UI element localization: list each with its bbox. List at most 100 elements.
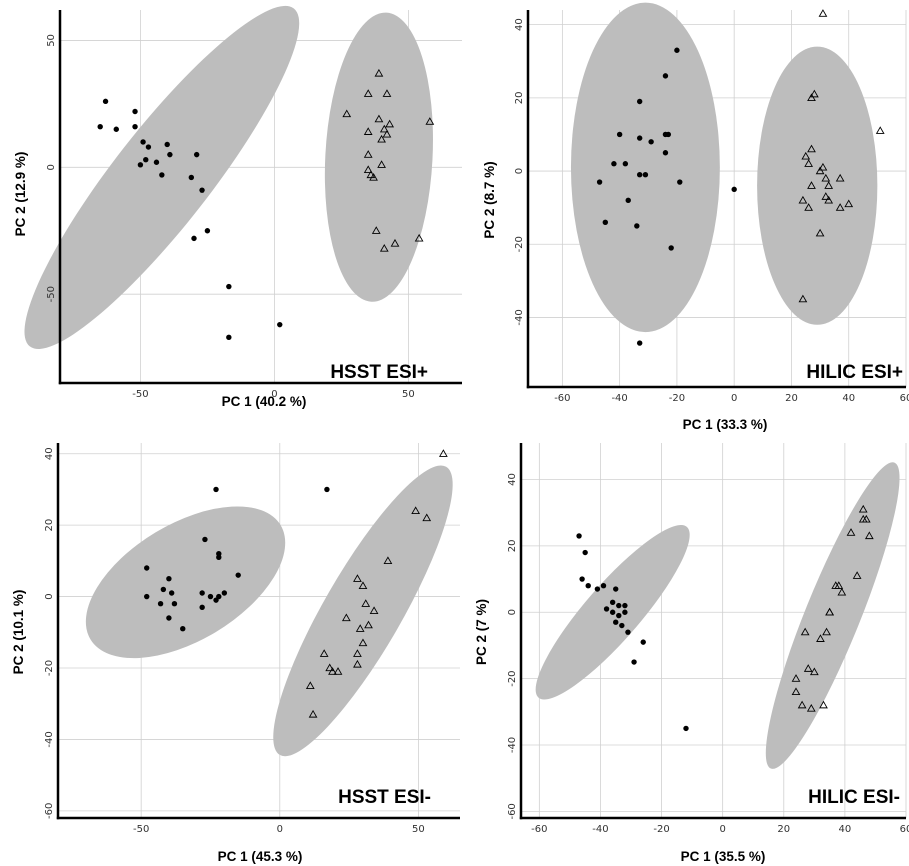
data-point-triangle: [333, 667, 343, 675]
data-point-triangle: [374, 114, 384, 123]
data-point-circle: [153, 159, 160, 165]
data-point-circle: [631, 659, 637, 665]
confidence-ellipse: [324, 12, 433, 302]
confidence-ellipse: [570, 2, 720, 333]
data-point-circle: [132, 124, 138, 130]
data-point-circle: [207, 593, 214, 600]
data-point-circle: [102, 98, 109, 105]
x-tick-label: 40: [842, 393, 855, 404]
data-point-triangle: [803, 664, 813, 672]
data-point-circle: [616, 602, 622, 609]
data-point-circle: [611, 161, 617, 167]
data-point-triangle: [358, 638, 368, 647]
data-point-circle: [596, 179, 603, 185]
data-point-triangle: [807, 144, 816, 153]
data-point-triangle: [383, 556, 393, 565]
x-tick-label: 0: [277, 824, 283, 835]
data-point-circle: [168, 590, 175, 596]
pca-panel-hsst-esi-neg: -50 0 50 -60 -40 -20 0 20 40 HSST ESI- PC 1 (45.…: [11, 443, 460, 864]
data-point-triangle: [791, 674, 801, 682]
data-point-triangle: [846, 528, 856, 536]
data-point-triangle: [422, 513, 432, 522]
data-point-triangle: [371, 226, 381, 234]
data-point-triangle: [328, 667, 337, 675]
data-point-circle: [144, 593, 150, 600]
data-point-triangle: [852, 571, 862, 579]
x-tick-label: -60: [531, 824, 547, 835]
data-point-triangle: [815, 166, 825, 175]
data-point-circle: [585, 582, 591, 589]
confidence-ellipse: [85, 506, 286, 659]
data-point-triangle: [366, 170, 376, 179]
data-point-triangle: [831, 581, 841, 589]
data-point-circle: [166, 615, 172, 621]
data-point-circle: [188, 174, 195, 181]
data-point-circle: [157, 601, 164, 607]
data-point-circle: [662, 73, 669, 79]
y-tick-label: 0: [514, 168, 525, 174]
data-point-triangle: [801, 151, 811, 160]
data-point-triangle: [825, 607, 834, 616]
data-point-triangle: [824, 181, 834, 189]
x-axis-label: PC 1 (40.2 %): [222, 394, 307, 409]
y-tick-label: 0: [44, 593, 55, 599]
data-point-triangle: [864, 531, 874, 540]
data-point-circle: [622, 161, 629, 167]
x-tick-label: 0: [719, 824, 725, 835]
panel-title: HILIC ESI-: [808, 787, 900, 808]
data-point-triangle: [858, 514, 868, 523]
data-point-triangle: [390, 238, 400, 247]
data-point-circle: [193, 151, 200, 158]
data-point-circle: [600, 582, 607, 589]
data-point-circle: [609, 609, 616, 615]
data-point-triangle: [837, 587, 847, 596]
data-point-circle: [144, 565, 150, 571]
data-point-circle: [191, 235, 197, 242]
data-point-circle: [668, 245, 674, 251]
y-tick-label: 20: [514, 91, 525, 104]
data-point-triangle: [305, 681, 315, 690]
data-point-triangle: [821, 173, 831, 182]
data-point-circle: [97, 124, 103, 130]
data-point-triangle: [414, 233, 424, 242]
data-point-circle: [164, 141, 170, 148]
data-point-circle: [213, 597, 219, 603]
y-tick-label: -40: [507, 737, 518, 753]
panel-title: HSST ESI+: [330, 362, 428, 383]
data-point-triangle: [807, 181, 816, 189]
data-point-triangle: [353, 659, 362, 668]
data-point-circle: [167, 151, 173, 158]
data-point-triangle: [858, 504, 868, 513]
data-point-triangle: [363, 165, 373, 174]
data-point-circle: [616, 612, 622, 619]
y-axis-label: PC 2 (7 %): [474, 599, 489, 665]
data-point-circle: [216, 554, 222, 560]
data-point-triangle: [800, 627, 810, 636]
y-tick-label: -40: [514, 309, 525, 325]
data-point-triangle: [809, 667, 819, 676]
x-tick-label: -50: [133, 824, 149, 835]
data-point-circle: [634, 223, 640, 229]
data-point-circle: [324, 486, 330, 493]
data-point-triangle: [374, 68, 384, 77]
data-point-circle: [171, 601, 178, 607]
data-point-triangle: [355, 624, 365, 632]
data-point-circle: [579, 576, 585, 582]
y-tick-label: 0: [507, 609, 518, 615]
data-point-triangle: [835, 173, 845, 182]
data-point-triangle: [797, 700, 807, 709]
y-tick-label: -20: [507, 670, 518, 686]
plot-area: -50 0 50 -60 -40 -20 0 20 40: [44, 443, 460, 835]
data-point-circle: [199, 604, 205, 610]
data-point-circle: [113, 126, 119, 132]
data-point-triangle: [353, 574, 362, 582]
data-point-triangle: [385, 119, 395, 128]
data-point-triangle: [798, 195, 808, 204]
x-tick-label: -50: [132, 389, 148, 400]
data-point-triangle: [438, 449, 448, 457]
data-point-triangle: [363, 150, 373, 158]
data-point-circle: [159, 172, 165, 178]
data-point-triangle: [361, 599, 371, 607]
data-point-circle: [625, 197, 631, 204]
